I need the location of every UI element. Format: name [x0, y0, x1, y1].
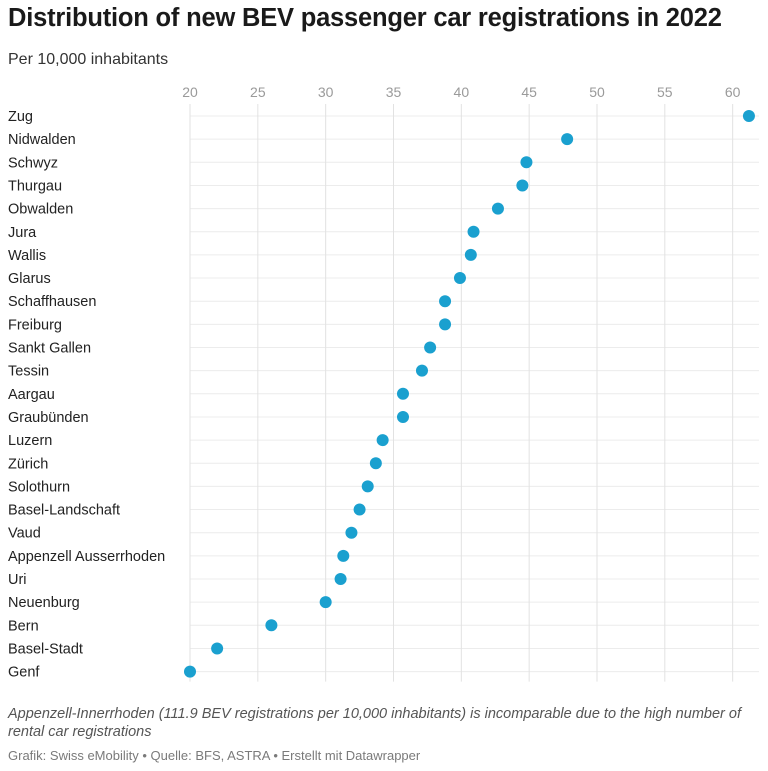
category-label: Bern: [8, 618, 39, 634]
chart-subtitle: Per 10,000 inhabitants: [8, 51, 169, 68]
category-label: Aargau: [8, 387, 55, 403]
category-label: Schwyz: [8, 155, 58, 171]
category-label: Sankt Gallen: [8, 341, 91, 357]
grid-layer: [189, 104, 759, 682]
data-point: [424, 341, 437, 354]
x-tick-label: 25: [250, 84, 266, 100]
data-point: [439, 318, 452, 331]
data-points: [184, 110, 755, 678]
data-point: [345, 526, 358, 539]
data-point: [396, 410, 409, 423]
category-label: Schaffhausen: [8, 294, 96, 310]
category-label: Zug: [8, 109, 33, 125]
data-point: [439, 295, 452, 308]
x-tick-label: 50: [589, 84, 605, 100]
data-point: [520, 156, 533, 169]
category-label: Nidwalden: [8, 132, 76, 148]
data-point: [742, 110, 755, 122]
chart-source: Grafik: Swiss eMobility • Quelle: BFS, A…: [8, 748, 421, 763]
data-point: [334, 573, 347, 585]
data-point: [453, 272, 466, 285]
category-label: Jura: [8, 225, 37, 241]
category-label: Obwalden: [8, 202, 73, 218]
data-point: [467, 225, 480, 238]
chart-footnote: Appenzell-Innerrhoden (111.9 BEV registr…: [8, 706, 741, 740]
data-point: [415, 364, 428, 377]
x-axis-ticks: 20 25 30 35 40 45 50 55 60: [182, 84, 740, 100]
x-tick-label: 55: [657, 84, 673, 100]
category-label: Genf: [8, 665, 40, 681]
data-point: [396, 387, 409, 400]
data-point: [337, 549, 350, 562]
category-label: Freiburg: [8, 317, 62, 333]
data-point: [369, 457, 382, 470]
category-label: Wallis: [8, 248, 46, 264]
category-label: Uri: [8, 572, 27, 588]
category-label: Zürich: [8, 456, 48, 472]
data-point: [184, 665, 196, 678]
category-label: Vaud: [8, 526, 41, 542]
category-label: Basel-Stadt: [8, 641, 83, 657]
category-label: Appenzell Ausserrhoden: [8, 549, 165, 565]
category-label: Neuenburg: [8, 595, 80, 611]
x-tick-label: 30: [318, 84, 334, 100]
x-tick-label: 35: [386, 84, 402, 100]
category-label: Solothurn: [8, 479, 70, 495]
data-point: [516, 179, 529, 192]
x-tick-label: 45: [521, 84, 537, 100]
category-label: Tessin: [8, 364, 49, 380]
dot-plot-chart: 20 25 30 35 40 45 50 55 60 Zug Nidwalden Schwyz Thu…: [8, 84, 759, 682]
category-label: Luzern: [8, 433, 52, 449]
chart-title: Distribution of new BEV passenger car re…: [8, 4, 722, 32]
x-tick-label: 20: [182, 84, 198, 100]
category-labels: Zug Nidwalden Schwyz Thurgau Obwalden Jura Wal…: [8, 109, 165, 681]
x-tick-label: 60: [725, 84, 741, 100]
data-point: [361, 480, 374, 493]
category-label: Graubünden: [8, 410, 89, 426]
data-point: [319, 596, 332, 609]
data-point: [464, 248, 477, 261]
category-label: Basel-Landschaft: [8, 503, 120, 519]
category-label: Thurgau: [8, 178, 62, 194]
data-point: [265, 619, 278, 632]
x-tick-label: 40: [454, 84, 470, 100]
data-point: [211, 642, 224, 655]
category-label: Glarus: [8, 271, 51, 287]
data-point: [561, 133, 574, 146]
data-point: [353, 503, 366, 516]
data-point: [376, 434, 389, 447]
data-point: [491, 202, 504, 215]
